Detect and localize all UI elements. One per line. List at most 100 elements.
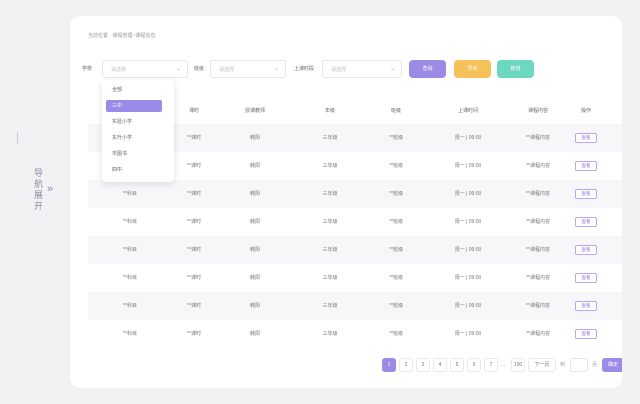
column-header-action: 操作 bbox=[580, 108, 591, 114]
cell-period: **课时 bbox=[187, 247, 201, 253]
cell-grade: 三年级 bbox=[322, 163, 338, 169]
add-button[interactable]: 新增 bbox=[497, 60, 534, 78]
goto-prefix-label: 到 bbox=[560, 362, 566, 368]
time-select[interactable]: 请选择 ⌄ bbox=[322, 60, 402, 78]
cell-time: 周一 | 09:00 bbox=[454, 135, 482, 141]
dropdown-option[interactable]: 东升小学 bbox=[112, 135, 133, 141]
class-filter-label: 班级 bbox=[194, 66, 205, 72]
column-header-period: 课时 bbox=[188, 108, 199, 114]
view-button[interactable]: 查看 bbox=[575, 329, 597, 339]
cell-grade: 三年级 bbox=[322, 331, 338, 337]
cell-teacher: 韩阳 bbox=[249, 331, 260, 337]
cell-class: **班级 bbox=[389, 275, 403, 281]
cell-teacher: 韩阳 bbox=[249, 135, 260, 141]
breadcrumb-path[interactable]: 课程管理~课程信息 bbox=[112, 33, 156, 39]
table-row: **课时 韩阳 三年级 **班级 周一 | 09:00 **课程内容 查看 bbox=[88, 124, 622, 152]
time-filter-label: 上课时段 bbox=[294, 66, 315, 72]
cell-class: **班级 bbox=[389, 331, 403, 337]
dropdown-option[interactable]: 四中 bbox=[112, 167, 123, 173]
chevron-down-icon: ⌄ bbox=[273, 66, 279, 72]
cell-content: **课程内容 bbox=[526, 135, 550, 141]
cell-period: **课时 bbox=[187, 303, 201, 309]
cell-period: **课时 bbox=[187, 163, 201, 169]
cell-content: **课程内容 bbox=[526, 163, 550, 169]
chevron-down-icon: ⌄ bbox=[175, 66, 181, 72]
school-filter-label: 学校 bbox=[82, 66, 93, 72]
cell-teacher: 韩阳 bbox=[249, 163, 260, 169]
export-button[interactable]: 导出 bbox=[454, 60, 491, 78]
column-header-grade: 年级 bbox=[324, 108, 335, 114]
cell-content: **课程内容 bbox=[526, 219, 550, 225]
cell-class: **班级 bbox=[389, 219, 403, 225]
dropdown-option[interactable]: 实验小学 bbox=[112, 119, 133, 125]
query-button[interactable]: 查询 bbox=[409, 60, 446, 78]
cell-grade: 三年级 bbox=[322, 191, 338, 197]
cell-class: **班级 bbox=[389, 247, 403, 253]
nav-expand-toggle[interactable]: 导航展开 » bbox=[34, 168, 62, 212]
dropdown-option[interactable]: 全部 bbox=[112, 87, 123, 93]
breadcrumb-current-label: 当前位置 bbox=[88, 33, 109, 39]
page-button[interactable]: 5 bbox=[450, 358, 464, 372]
dropdown-option[interactable]: 三中 bbox=[106, 100, 162, 112]
cell-class: **班级 bbox=[389, 163, 403, 169]
view-button[interactable]: 查看 bbox=[575, 273, 597, 283]
goto-page-input[interactable] bbox=[570, 358, 588, 372]
cell-grade: 三年级 bbox=[322, 275, 338, 281]
table-row: **科目 **课时 韩阳 三年级 **班级 周一 | 09:00 **课程内容 查看 bbox=[88, 292, 622, 320]
view-button[interactable]: 查看 bbox=[575, 217, 597, 227]
goto-confirm-button[interactable]: 确定 bbox=[602, 358, 622, 372]
cell-grade: 三年级 bbox=[322, 219, 338, 225]
view-button[interactable]: 查看 bbox=[575, 133, 597, 143]
school-select-placeholder: 请选择 bbox=[111, 67, 127, 73]
page-button[interactable]: 3 bbox=[416, 358, 430, 372]
cell-period: **课时 bbox=[187, 191, 201, 197]
cell-teacher: 韩阳 bbox=[249, 275, 260, 281]
cell-teacher: 韩阳 bbox=[249, 303, 260, 309]
page-button[interactable]: 6 bbox=[467, 358, 481, 372]
cell-class: **班级 bbox=[389, 191, 403, 197]
cell-teacher: 韩阳 bbox=[249, 219, 260, 225]
table-row: **课时 韩阳 三年级 **班级 周一 | 09:00 **课程内容 查看 bbox=[88, 152, 622, 180]
column-header-teacher: 授课教师 bbox=[244, 108, 265, 114]
cell-time: 周一 | 09:00 bbox=[454, 247, 482, 253]
cell-content: **课程内容 bbox=[526, 247, 550, 253]
page-button[interactable]: 7 bbox=[484, 358, 498, 372]
next-page-button[interactable]: 下一页 bbox=[528, 358, 556, 372]
cell-time: 周一 | 09:00 bbox=[454, 303, 482, 309]
cell-time: 周一 | 09:00 bbox=[454, 163, 482, 169]
table-row: **科目 **课时 韩阳 三年级 **班级 周一 | 09:00 **课程内容 查看 bbox=[88, 236, 622, 264]
main-panel: 当前位置 课程管理~课程信息 学校 请选择 ⌄ 班级 请选择 ⌄ 上课时段 请选… bbox=[70, 16, 622, 388]
page-button[interactable]: 4 bbox=[433, 358, 447, 372]
cell-subject: **科目 bbox=[123, 247, 137, 253]
chevron-right-icon: » bbox=[47, 183, 54, 195]
school-dropdown: 全部三中实验小学东升小学市图书四中 bbox=[102, 80, 174, 182]
view-button[interactable]: 查看 bbox=[575, 245, 597, 255]
view-button[interactable]: 查看 bbox=[575, 301, 597, 311]
nav-expand-label: 导航展开 bbox=[34, 168, 44, 211]
cell-period: **课时 bbox=[187, 331, 201, 337]
cell-teacher: 韩阳 bbox=[249, 247, 260, 253]
cell-class: **班级 bbox=[389, 135, 403, 141]
cell-period: **课时 bbox=[187, 219, 201, 225]
table-header: 课时 授课教师 年级 班级 上课时间 课程内容 操作 bbox=[88, 98, 622, 124]
column-header-time: 上课时间 bbox=[457, 108, 478, 114]
cell-time: 周一 | 09:00 bbox=[454, 275, 482, 281]
column-header-content: 课程内容 bbox=[527, 108, 548, 114]
view-button[interactable]: 查看 bbox=[575, 161, 597, 171]
dropdown-option[interactable]: 市图书 bbox=[112, 151, 128, 157]
cell-content: **课程内容 bbox=[526, 275, 550, 281]
class-select[interactable]: 请选择 ⌄ bbox=[210, 60, 286, 78]
page-button[interactable]: 1 bbox=[382, 358, 396, 372]
last-page-button[interactable]: 100 bbox=[511, 358, 525, 372]
goto-suffix-label: 页 bbox=[592, 362, 598, 368]
view-button[interactable]: 查看 bbox=[575, 189, 597, 199]
cell-content: **课程内容 bbox=[526, 191, 550, 197]
school-select[interactable]: 请选择 ⌄ bbox=[102, 60, 188, 78]
cell-time: 周一 | 09:00 bbox=[454, 331, 482, 337]
breadcrumb: 当前位置 课程管理~课程信息 bbox=[88, 32, 158, 39]
sidebar-divider bbox=[17, 132, 18, 144]
page-button[interactable]: 2 bbox=[399, 358, 413, 372]
cell-content: **课程内容 bbox=[526, 303, 550, 309]
table-row: **科目 **课时 韩阳 三年级 **班级 周一 | 09:00 **课程内容 查看 bbox=[88, 208, 622, 236]
chevron-down-icon: ⌄ bbox=[389, 66, 395, 72]
